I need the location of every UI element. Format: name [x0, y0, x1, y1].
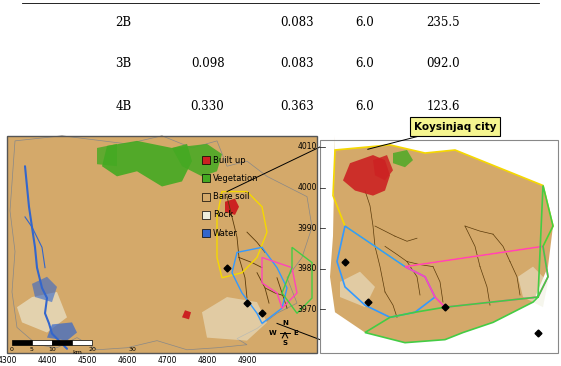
- Bar: [320, 140, 558, 353]
- Text: 3970: 3970: [297, 305, 317, 314]
- Text: 4600: 4600: [117, 356, 137, 365]
- Text: Bare soil: Bare soil: [213, 192, 250, 201]
- Bar: [202, 211, 210, 219]
- Bar: [202, 193, 210, 201]
- Text: 10: 10: [48, 347, 56, 352]
- Text: 0: 0: [10, 347, 14, 352]
- Text: 3990: 3990: [297, 224, 317, 232]
- Polygon shape: [393, 150, 413, 167]
- Bar: [320, 140, 558, 353]
- Text: W: W: [269, 329, 277, 336]
- Text: 0.363: 0.363: [280, 100, 314, 113]
- Text: Water: Water: [213, 229, 238, 238]
- Text: 4400: 4400: [37, 356, 57, 365]
- Text: Rock: Rock: [213, 210, 233, 219]
- Bar: [7, 136, 317, 353]
- Text: 4300: 4300: [0, 356, 17, 365]
- Text: 123.6: 123.6: [426, 100, 460, 113]
- Text: 092.0: 092.0: [426, 57, 460, 70]
- Bar: [202, 229, 210, 237]
- Text: S: S: [283, 340, 287, 346]
- Text: 3980: 3980: [298, 264, 317, 273]
- Polygon shape: [10, 136, 312, 350]
- Text: Built up: Built up: [213, 156, 246, 165]
- Polygon shape: [172, 144, 222, 176]
- Text: 6.0: 6.0: [355, 57, 374, 70]
- Text: 4700: 4700: [157, 356, 177, 365]
- Polygon shape: [340, 272, 375, 307]
- Text: 5: 5: [30, 347, 34, 352]
- Text: N: N: [282, 321, 288, 326]
- Text: Koysinjaq city: Koysinjaq city: [414, 122, 496, 132]
- Text: 0.083: 0.083: [280, 57, 314, 70]
- Bar: [7, 136, 317, 353]
- Polygon shape: [47, 322, 77, 341]
- Polygon shape: [182, 310, 191, 320]
- Text: 3B: 3B: [116, 57, 131, 70]
- Text: 30: 30: [128, 347, 136, 352]
- Text: km: km: [72, 350, 82, 355]
- Text: 4B: 4B: [116, 100, 131, 113]
- Polygon shape: [97, 144, 117, 166]
- Text: 4010: 4010: [298, 142, 317, 152]
- Text: E: E: [293, 329, 298, 336]
- Text: 2B: 2B: [116, 16, 131, 29]
- Polygon shape: [202, 297, 267, 341]
- Text: 0.083: 0.083: [280, 16, 314, 29]
- Text: 20: 20: [88, 347, 96, 352]
- Text: Vegetation: Vegetation: [213, 174, 259, 183]
- Polygon shape: [17, 292, 67, 333]
- Text: 0.098: 0.098: [191, 57, 224, 70]
- Bar: [12, 340, 32, 345]
- Polygon shape: [518, 266, 548, 307]
- Polygon shape: [225, 199, 239, 215]
- Bar: [202, 174, 210, 182]
- Text: 4500: 4500: [77, 356, 96, 365]
- Bar: [202, 156, 210, 164]
- Text: 0.330: 0.330: [191, 100, 224, 113]
- Polygon shape: [330, 136, 553, 343]
- Text: 4000: 4000: [297, 183, 317, 192]
- Polygon shape: [102, 141, 192, 187]
- Text: 4800: 4800: [197, 356, 217, 365]
- Bar: [72, 340, 92, 345]
- Text: 6.0: 6.0: [355, 16, 374, 29]
- Text: 6.0: 6.0: [355, 100, 374, 113]
- Polygon shape: [343, 155, 390, 195]
- Polygon shape: [32, 277, 57, 302]
- Text: 4900: 4900: [237, 356, 257, 365]
- Bar: [32, 340, 52, 345]
- Text: 235.5: 235.5: [426, 16, 460, 29]
- Bar: [52, 340, 72, 345]
- Polygon shape: [373, 155, 393, 180]
